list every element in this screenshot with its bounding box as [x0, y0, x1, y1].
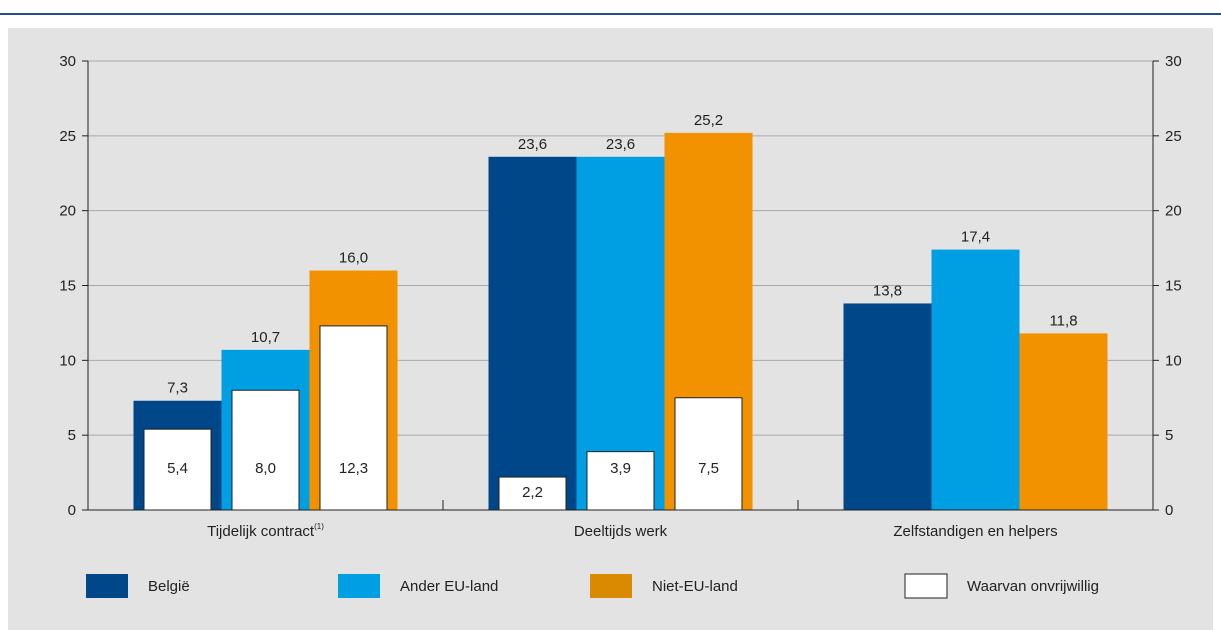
inner-bar: [231, 389, 300, 511]
chart-panel: 0 0 5 5 10 10 15 15 20 20 25 25 30 30 7,3 5,4 10,7 8,0 16,…: [8, 28, 1213, 630]
y-tick-label-right: 0: [1165, 502, 1173, 519]
y-tick-label-left: 25: [59, 128, 76, 145]
y-tick-label-right: 10: [1165, 352, 1182, 369]
y-tick-label-right: 15: [1165, 278, 1182, 295]
top-rule: [0, 13, 1221, 15]
inner-bar-value-label: 7,5: [698, 460, 719, 477]
inner-bar: [319, 325, 388, 511]
x-category-label: Zelfstandigen en helpers: [893, 523, 1057, 540]
bar-value-label: 10,7: [251, 329, 280, 346]
inner-bar-value-label: 5,4: [167, 460, 188, 477]
legend-swatch: [86, 574, 128, 598]
x-category-label: Deeltijds werk: [574, 523, 668, 540]
inner-bar-value-label: 3,9: [610, 460, 631, 477]
inner-bar-value-label: 2,2: [522, 484, 543, 501]
bar-value-label: 23,6: [606, 136, 635, 153]
bar-value-label: 16,0: [339, 250, 368, 267]
footnote-marker: (1): [314, 522, 324, 531]
bar-value-label: 23,6: [518, 136, 547, 153]
y-tick-label-right: 5: [1165, 427, 1173, 444]
bar: [1019, 333, 1108, 510]
inner-bar-value-label: 12,3: [339, 460, 368, 477]
bar-value-label: 13,8: [873, 282, 902, 299]
inner-bar: [498, 476, 567, 511]
inner-bar: [143, 428, 212, 511]
y-tick-label-left: 5: [68, 427, 76, 444]
bar-chart: 0 0 5 5 10 10 15 15 20 20 25 25 30 30 7,3 5,4 10,7 8,0 16,…: [59, 53, 1182, 599]
legend-swatch: [338, 574, 380, 598]
legend-label: België: [148, 578, 190, 595]
inner-bar-value-label: 8,0: [255, 460, 276, 477]
inner-bar: [674, 397, 743, 511]
y-tick-label-left: 30: [59, 53, 76, 70]
bar-value-label: 11,8: [1049, 312, 1077, 329]
bar-value-label: 7,3: [167, 380, 188, 397]
legend-label: Niet-EU-land: [652, 578, 738, 595]
y-tick-label-right: 25: [1165, 128, 1182, 145]
y-tick-label-left: 15: [59, 278, 76, 295]
y-tick-label-left: 10: [59, 352, 76, 369]
bar-value-label: 17,4: [961, 229, 990, 246]
legend-label: Waarvan onvrijwillig: [967, 578, 1099, 595]
bar-value-label: 25,2: [694, 112, 723, 129]
x-category-label: Tijdelijk contract(1): [207, 522, 324, 540]
legend-label: Ander EU-land: [400, 578, 498, 595]
y-tick-label-right: 30: [1165, 53, 1182, 70]
y-tick-label-left: 0: [68, 502, 76, 519]
bar: [931, 249, 1020, 510]
legend-swatch: [904, 573, 948, 599]
y-tick-label-right: 20: [1165, 203, 1182, 220]
bar: [843, 303, 932, 510]
bar: [488, 156, 577, 510]
legend-swatch: [590, 574, 632, 598]
y-tick-label-left: 20: [59, 203, 76, 220]
